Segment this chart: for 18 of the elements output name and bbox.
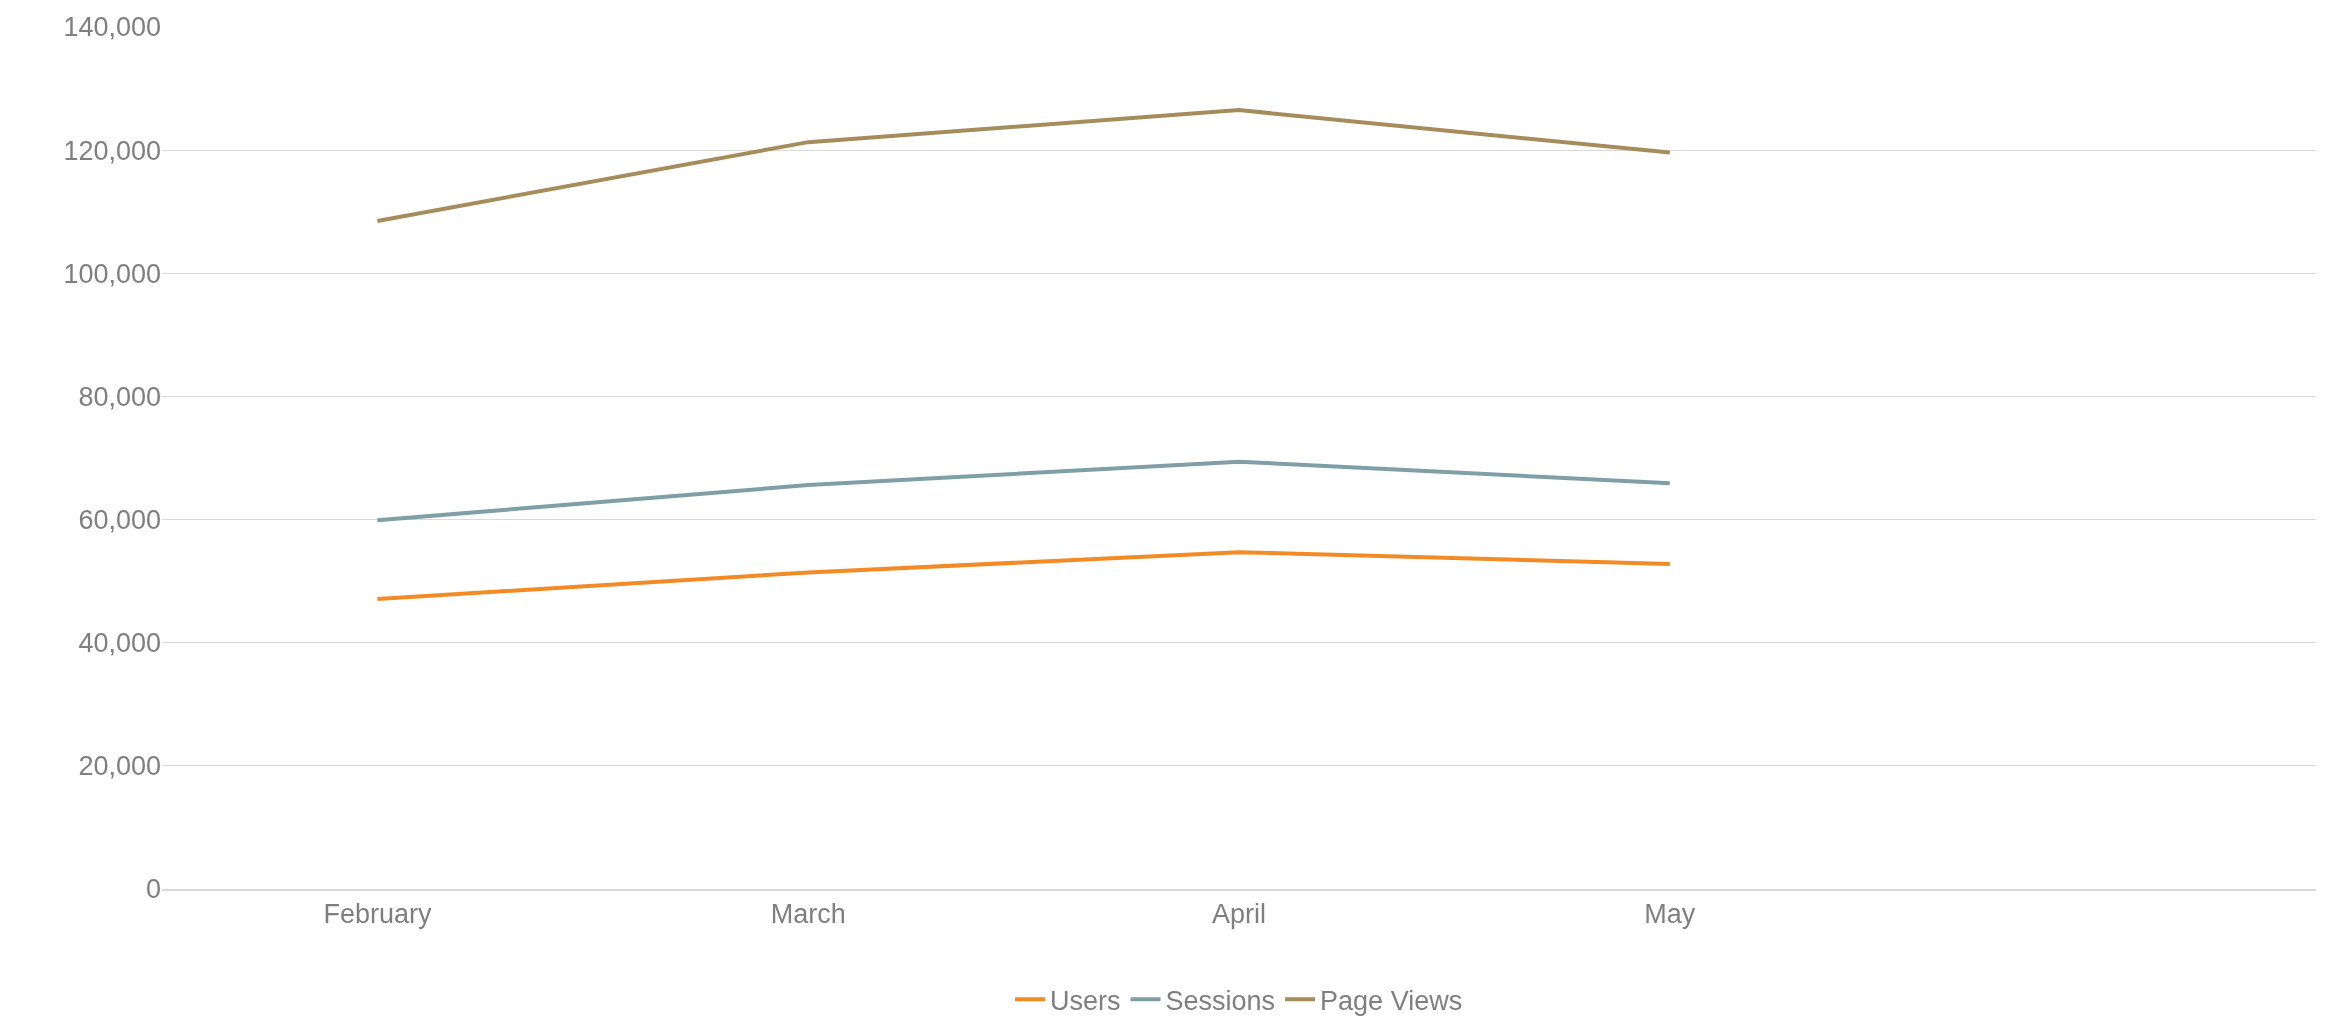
line-series	[375, 108, 1672, 223]
line-series	[375, 550, 1672, 601]
y-tick-label: 0	[145, 874, 161, 905]
y-tick-label: 120,000	[63, 135, 161, 166]
y-tick-label: 80,000	[78, 381, 161, 412]
x-tick-label: May	[1644, 899, 1696, 930]
legend-label: Sessions	[1165, 985, 1276, 1016]
x-tick-label: April	[1211, 899, 1267, 930]
line-series	[375, 459, 1672, 523]
x-tick-label: February	[323, 899, 432, 930]
legend-label: Page Views	[1320, 985, 1463, 1016]
y-tick-label: 40,000	[78, 628, 161, 659]
y-tick-label: 20,000	[78, 751, 161, 782]
y-tick-label: 60,000	[78, 505, 161, 536]
y-tick-label: 140,000	[63, 12, 161, 43]
legend-label: Users	[1050, 985, 1121, 1016]
y-tick-label: 100,000	[63, 258, 161, 289]
x-tick-label: March	[770, 899, 846, 930]
